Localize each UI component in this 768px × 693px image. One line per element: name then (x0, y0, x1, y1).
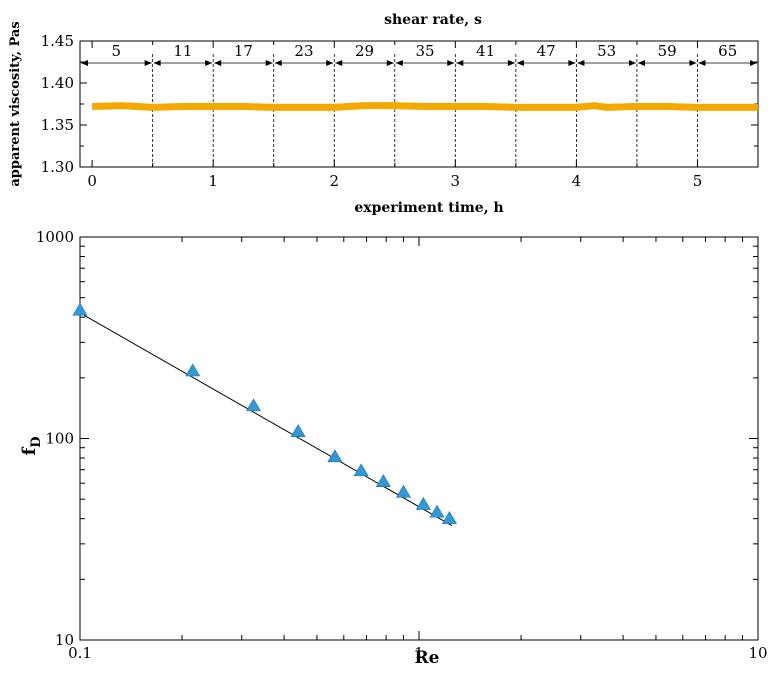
top-x-tick-label: 2 (329, 172, 339, 190)
shear-rate-label: 11 (173, 42, 192, 60)
interval-arrowhead-right (386, 60, 394, 66)
shear-rate-label: 23 (294, 42, 313, 60)
top-x-tick-label: 5 (693, 172, 703, 190)
interval-arrowhead-left (214, 60, 222, 66)
fd-subscript: D (29, 436, 44, 447)
top-chart-title: shear rate, s (384, 12, 482, 28)
triangle-marker (353, 463, 369, 477)
bottom-y-tick-label: 100 (45, 430, 74, 448)
triangle-marker (441, 511, 458, 524)
triangle-marker (246, 398, 262, 412)
interval-arrowhead-right (447, 60, 455, 66)
interval-arrowhead-right (568, 60, 576, 66)
top-y-axis: 1.30 1.35 1.40 1.45 (41, 32, 758, 176)
interval-arrowhead-right (628, 60, 636, 66)
triangle-marker (72, 302, 88, 316)
top-y-tick-label: 1.30 (41, 158, 74, 176)
interval-arrowhead-left (274, 60, 282, 66)
top-y-axis-label: apparent viscosity, Pas (8, 21, 23, 186)
triangle-marker (375, 474, 391, 487)
shear-rate-label: 5 (112, 42, 122, 60)
interval-arrowhead-left (516, 60, 524, 66)
interval-arrowhead-left (577, 60, 585, 66)
interval-arrowhead-right (326, 60, 334, 66)
bottom-axes-ticks: 0.1 1 10 10 100 1000 (36, 228, 768, 662)
interval-arrowhead-left (335, 60, 343, 66)
interval-arrowhead-right (689, 60, 697, 66)
viscosity-line (92, 102, 758, 111)
triangle-marker (290, 424, 306, 437)
interval-arrowhead-right (144, 60, 152, 66)
shear-rate-label: 35 (416, 42, 435, 60)
bottom-plot-frame (79, 236, 759, 641)
interval-arrowhead-left (81, 60, 88, 66)
shear-rate-label: 53 (597, 42, 616, 60)
shear-rate-label: 47 (537, 42, 556, 60)
bottom-x-tick-label: 10 (748, 644, 767, 662)
friction-factor-chart: 0.1 1 10 10 100 1000 Re fD (19, 228, 768, 668)
interval-arrowhead-left (153, 60, 161, 66)
svg-text:fD: fD (19, 436, 44, 455)
bottom-x-tick-label: 0.1 (68, 644, 92, 662)
top-x-tick-label: 0 (87, 172, 97, 190)
bottom-x-axis-label: Re (415, 648, 440, 668)
top-y-tick-label: 1.35 (41, 116, 74, 134)
interval-arrowhead-left (637, 60, 645, 66)
triangle-marker (415, 496, 431, 510)
bottom-y-tick-label: 1000 (36, 228, 74, 246)
top-x-tick-label: 3 (451, 172, 461, 190)
fit-line (79, 312, 453, 526)
viscosity-series (92, 102, 758, 111)
interval-arrowhead-right (205, 60, 213, 66)
bottom-x-tick-label: 1 (414, 644, 424, 662)
interval-arrowhead-right (507, 60, 515, 66)
triangle-marker (185, 363, 201, 377)
top-x-tick-label: 4 (572, 172, 582, 190)
shear-rate-label: 59 (658, 42, 677, 60)
shear-rate-label: 17 (234, 42, 253, 60)
fit-line-segment (79, 312, 453, 526)
top-y-tick-label: 1.45 (41, 32, 74, 50)
top-x-axis-label: experiment time, h (354, 200, 503, 216)
triangle-marker (429, 504, 445, 518)
interval-arrowhead-left (456, 60, 464, 66)
fd-symbol: f (19, 447, 40, 456)
interval-arrowhead-left (698, 60, 706, 66)
interval-arrowhead-right (750, 60, 757, 66)
interval-arrowhead-left (395, 60, 403, 66)
shear-rate-label: 41 (476, 42, 495, 60)
triangle-marker (395, 484, 412, 498)
bottom-y-tick-label: 10 (55, 631, 74, 649)
data-points (72, 302, 458, 524)
top-y-tick-label: 1.40 (41, 74, 74, 92)
shear-rate-label: 29 (355, 42, 374, 60)
shear-rate-label: 65 (718, 42, 737, 60)
interval-arrowhead-right (265, 60, 273, 66)
bottom-y-axis-label: fD (19, 436, 44, 455)
top-x-tick-label: 1 (208, 172, 218, 190)
triangle-marker (327, 449, 343, 463)
